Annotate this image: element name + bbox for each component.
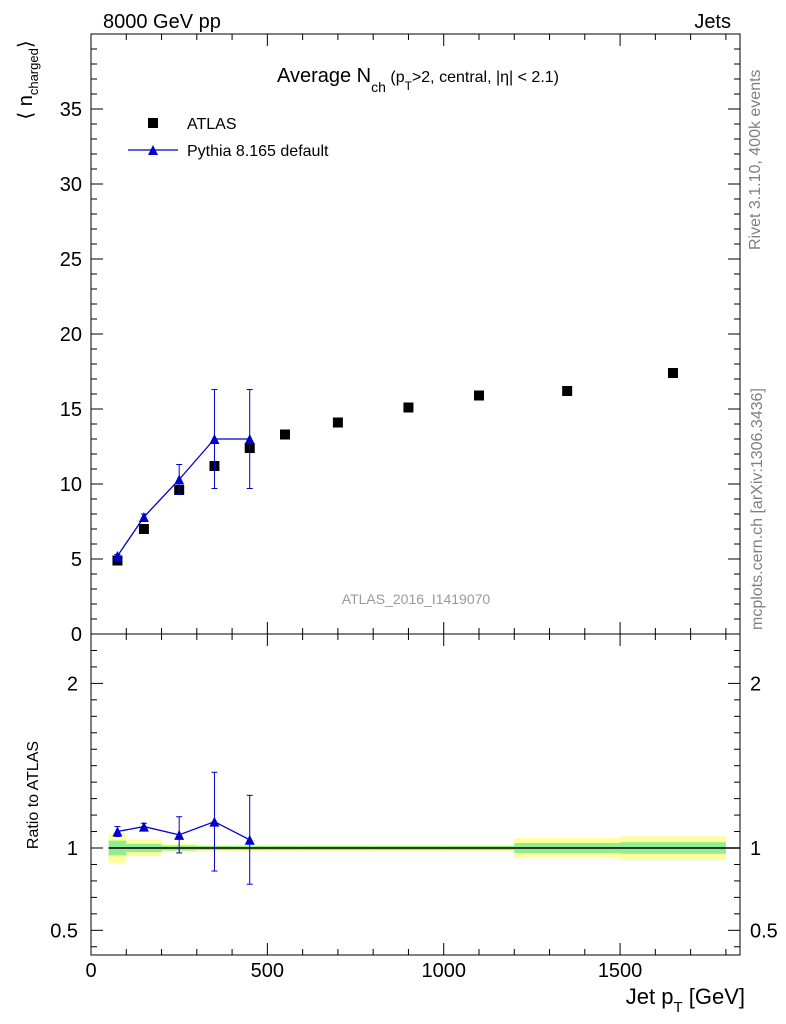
- pythia-ratio-point: [112, 826, 123, 837]
- main-y-tick-label: 30: [60, 174, 82, 196]
- pythia-data-point: [244, 434, 255, 444]
- pythia-ratio-point: [244, 834, 255, 845]
- pythia-ratio-point: [138, 821, 149, 832]
- rivet-label: Rivet 3.1.10, 400k events: [747, 69, 764, 250]
- ratio-y-tick-label-left: 0.5: [50, 920, 78, 942]
- main-title: Average Nch (pT>2, central, |η| < 2.1): [277, 65, 559, 95]
- legend-atlas-marker: [148, 118, 158, 128]
- svg-text:Ratio to ATLAS: Ratio to ATLAS: [25, 741, 42, 849]
- pythia-data-point: [174, 474, 185, 485]
- analysis-watermark: ATLAS_2016_I1419070: [342, 591, 491, 607]
- main-y-tick-label: 10: [60, 474, 82, 496]
- pythia-line: [116, 438, 250, 557]
- atlas-data-point: [138, 524, 149, 534]
- svg-text:⟨ ncharged⟩: ⟨ ncharged⟩: [15, 40, 41, 119]
- main-y-tick-label: 15: [60, 399, 82, 421]
- pythia-data-point: [209, 434, 220, 444]
- ratio-y-tick-label-right: 2: [750, 673, 761, 695]
- ratio-y-tick-label-right: 1: [750, 838, 761, 860]
- main-y-tick-label: 20: [60, 324, 82, 346]
- legend-pythia-marker: [148, 145, 158, 155]
- atlas-data-point: [667, 368, 678, 378]
- main-ylabel: ⟨ ncharged⟩: [15, 40, 41, 119]
- x-tick-label: 1500: [598, 960, 643, 982]
- category-label: Jets: [694, 11, 731, 33]
- atlas-data-point: [473, 390, 484, 401]
- main-y-tick-label: 35: [60, 99, 82, 121]
- source-label: mcplots.cern.ch [arXiv:1306.3436]: [749, 388, 766, 630]
- atlas-data-point: [562, 386, 573, 396]
- x-tick-label: 1000: [421, 960, 466, 982]
- pythia-data-point: [138, 512, 149, 522]
- ratio-ylabel: Ratio to ATLAS: [25, 741, 42, 849]
- atlas-data-point: [403, 402, 414, 413]
- pythia-data-point: [112, 551, 123, 561]
- pythia-ratio-line: [117, 820, 251, 841]
- legend: ATLAS Pythia 8.165 default: [128, 116, 329, 160]
- main-y-tick-label: 0: [71, 624, 82, 646]
- x-tick-label: 0: [85, 960, 96, 982]
- svg-text:Rivet 3.1.10, 400k events: Rivet 3.1.10, 400k events: [747, 69, 764, 250]
- svg-text:mcplots.cern.ch [arXiv:1306.34: mcplots.cern.ch [arXiv:1306.3436]: [749, 388, 766, 630]
- ratio-y-tick-label-left: 1: [67, 838, 78, 860]
- x-axis-label: Jet pT [GeV]: [626, 984, 745, 1016]
- energy-label: 8000 GeV pp: [103, 11, 221, 33]
- pythia-ratio-point: [209, 816, 220, 827]
- atlas-data-point: [332, 417, 343, 428]
- atlas-data-point: [279, 429, 290, 440]
- legend-atlas-label: ATLAS: [187, 116, 237, 133]
- x-tick-label: 500: [251, 960, 284, 982]
- main-y-tick-label: 5: [71, 549, 82, 571]
- pythia-ratio-point: [174, 829, 185, 840]
- ratio-y-tick-label-left: 2: [67, 673, 78, 695]
- ratio-panel-frame: [90, 633, 741, 956]
- main-y-tick-label: 25: [60, 249, 82, 271]
- legend-pythia-label: Pythia 8.165 default: [187, 143, 329, 160]
- plot-area: 0 500 1000 1500 0 5 10 15 20 25 30 35 0.5 0.5 1 1 2 2: [50, 33, 778, 982]
- ratio-y-tick-label-right: 0.5: [750, 920, 778, 942]
